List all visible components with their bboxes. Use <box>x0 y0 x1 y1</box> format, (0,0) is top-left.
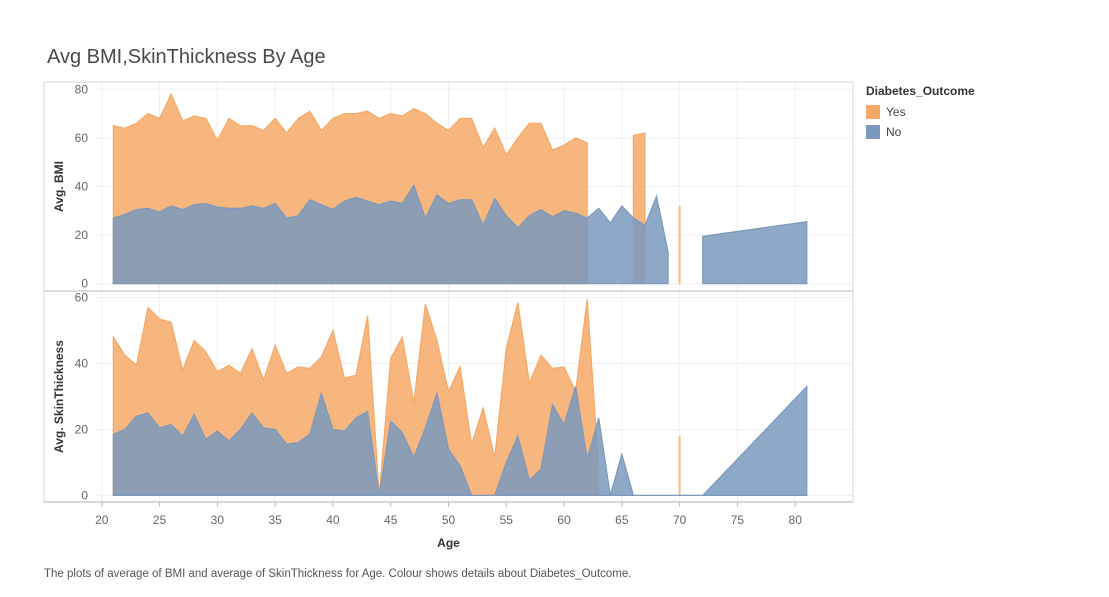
x-tick-label: 60 <box>557 513 571 527</box>
chart-title: Avg BMI,SkinThickness By Age <box>47 46 326 68</box>
y-tick-label: 40 <box>75 180 89 194</box>
x-tick-label: 70 <box>673 513 687 527</box>
area-no <box>112 385 808 497</box>
y-tick-label: 80 <box>75 82 89 96</box>
y-tick-label: 0 <box>81 277 88 291</box>
y-axis-title: Avg. BMI <box>52 161 66 212</box>
legend-title: Diabetes_Outcome <box>866 84 975 98</box>
x-tick-label: 25 <box>153 513 167 527</box>
x-axis-title: Age <box>437 536 460 550</box>
x-tick-label: 35 <box>268 513 282 527</box>
chart-caption: The plots of average of BMI and average … <box>44 568 632 580</box>
y-tick-label: 0 <box>81 488 88 502</box>
y-tick-label: 60 <box>75 291 89 305</box>
y-tick-label: 20 <box>75 228 89 242</box>
x-tick-label: 75 <box>731 513 745 527</box>
area-no <box>702 221 808 285</box>
x-tick-label: 50 <box>442 513 456 527</box>
legend-swatch-no <box>866 125 880 139</box>
x-tick-label: 20 <box>95 513 109 527</box>
x-tick-label: 30 <box>211 513 225 527</box>
x-tick-label: 40 <box>326 513 340 527</box>
legend: Diabetes_Outcome Yes No <box>866 84 975 142</box>
x-tick-label: 80 <box>789 513 803 527</box>
x-tick-label: 45 <box>384 513 398 527</box>
legend-item-yes[interactable]: Yes <box>866 102 975 122</box>
legend-label-no: No <box>886 125 902 139</box>
legend-item-no[interactable]: No <box>866 122 975 142</box>
y-tick-label: 40 <box>75 357 89 371</box>
area-no <box>112 183 669 285</box>
y-tick-label: 20 <box>75 422 89 436</box>
x-tick-label: 55 <box>500 513 514 527</box>
legend-label-yes: Yes <box>886 105 906 119</box>
x-tick-label: 65 <box>615 513 629 527</box>
legend-swatch-yes <box>866 105 880 119</box>
y-axis-title: Avg. SkinThickness <box>52 340 66 453</box>
y-tick-label: 60 <box>75 131 89 145</box>
